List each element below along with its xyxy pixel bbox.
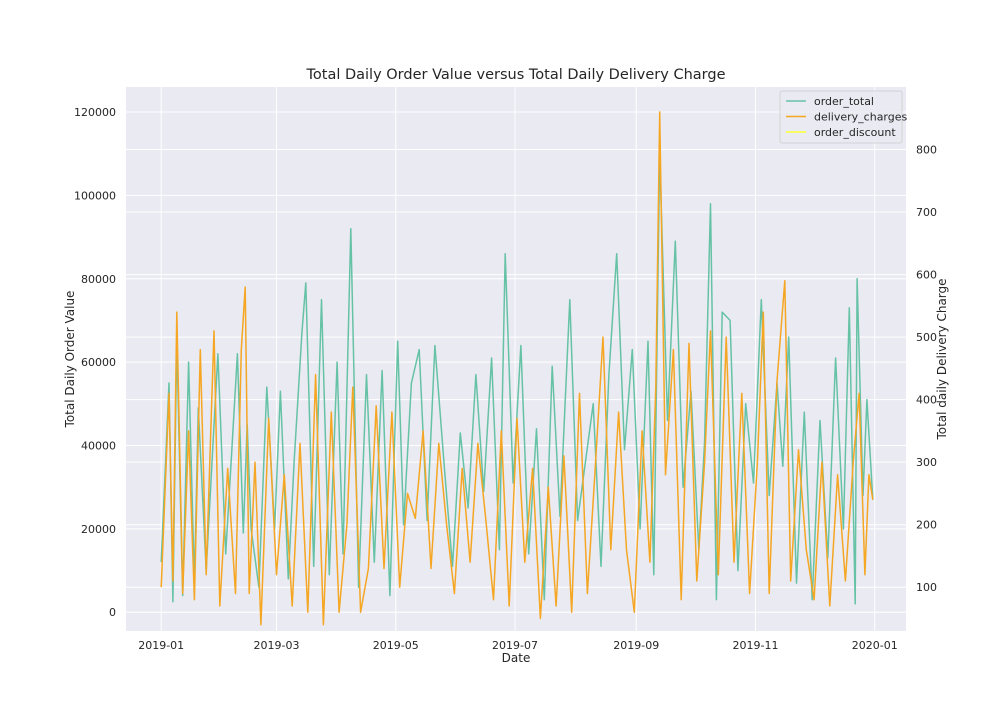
- y-left-tick-label: 20000: [81, 523, 116, 536]
- y-right-tick-label: 700: [916, 206, 937, 219]
- y-right-tick-label: 800: [916, 144, 937, 157]
- legend-label-order-total: order_total: [814, 95, 874, 108]
- legend-frame: [779, 90, 903, 144]
- x-tick-label: 2019-03: [254, 639, 300, 652]
- y-right-tick-label: 200: [916, 519, 937, 532]
- legend: order_total delivery_charges order_discoun…: [779, 90, 908, 144]
- x-tick-label: 2019-05: [373, 639, 419, 652]
- y-left-tick-label: 0: [109, 606, 116, 619]
- y-left-tick-label: 60000: [81, 356, 116, 369]
- x-axis-label: Date: [502, 651, 531, 665]
- y-right-tick-label: 300: [916, 456, 937, 469]
- tick-labels: 2019-01 2019-03 2019-05 2019-07 2019-09 2019-…: [74, 106, 937, 652]
- y-right-tick-label: 100: [916, 581, 937, 594]
- y-left-tick-label: 100000: [74, 189, 116, 202]
- y-left-tick-label: 80000: [81, 273, 116, 286]
- x-tick-label: 2019-07: [492, 639, 538, 652]
- y-right-tick-label: 600: [916, 269, 937, 282]
- y-left-tick-label: 40000: [81, 439, 116, 452]
- series-layer: [160, 111, 874, 626]
- gridlines: [126, 87, 906, 631]
- x-tick-label: 2019-11: [732, 639, 778, 652]
- x-tick-label: 2019-09: [613, 639, 659, 652]
- x-tick-label: 2019-01: [138, 639, 184, 652]
- y-right-tick-label: 400: [916, 394, 937, 407]
- legend-label-delivery-charges: delivery_charges: [814, 111, 908, 124]
- y-axis-left-label: Total Daily Order Value: [63, 291, 77, 429]
- x-tick-label: 2020-01: [852, 639, 898, 652]
- y-left-tick-label: 120000: [74, 106, 116, 119]
- plot-area: [126, 87, 906, 631]
- y-axis-right-label: Total daily Delivery Charge: [935, 278, 949, 440]
- legend-label-order-discount: order_discount: [814, 126, 896, 139]
- y-right-tick-label: 500: [916, 331, 937, 344]
- chart-title: Total Daily Order Value versus Total Dai…: [306, 67, 726, 83]
- series-line-delivery-charges: [160, 111, 874, 626]
